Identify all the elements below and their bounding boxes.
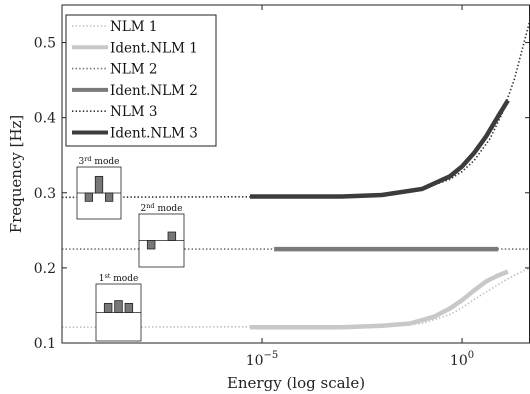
y-tick-label: 0.1 <box>34 336 56 352</box>
inset-mode-2: 2nd mode <box>138 202 185 268</box>
legend-box <box>65 14 217 147</box>
legend-entry: NLM 2 <box>72 62 157 78</box>
inset-bar <box>124 302 134 313</box>
legend-label: NLM 2 <box>110 62 157 78</box>
legend-entry: Ident.NLM 1 <box>72 40 198 56</box>
inset-title: 1st mode <box>99 272 139 284</box>
inset-title: 3rd mode <box>79 155 120 167</box>
inset-bar <box>114 300 123 313</box>
legend-label: Ident.NLM 2 <box>110 83 198 99</box>
y-axis-label: Frequency [Hz] <box>7 115 25 234</box>
inset-bar <box>104 192 114 202</box>
legend-label: Ident.NLM 1 <box>110 40 198 56</box>
x-tick-label: 100 <box>450 350 474 369</box>
inset-bar <box>94 175 104 194</box>
legend-entry: Ident.NLM 2 <box>72 83 198 99</box>
series-ident-nlm-1 <box>250 269 509 330</box>
legend-label: NLM 3 <box>110 104 157 120</box>
y-tick-label: 0.4 <box>34 111 56 127</box>
y-tick-label: 0.3 <box>34 186 56 202</box>
inset-bar <box>146 240 156 250</box>
inset-bar <box>103 302 113 313</box>
series-layer <box>62 19 530 330</box>
y-tick-label: 0.5 <box>34 36 56 52</box>
ticks-layer: 0.1 0.2 0.3 0.4 0.5 10−5 100 <box>34 5 530 369</box>
inset-bar <box>167 231 177 241</box>
inset-mode-1: 1st mode <box>95 272 142 342</box>
series-ident-nlm-3 <box>250 99 510 199</box>
legend-label: Ident.NLM 3 <box>110 126 198 142</box>
x-axis-label: Energy (log scale) <box>227 374 365 392</box>
x-tick-label: 10−5 <box>246 350 279 369</box>
legend-entry: NLM 3 <box>72 104 157 120</box>
inset-bar <box>84 192 94 202</box>
mode-insets: 3rd mode 2nd mode 1st mode <box>76 155 185 342</box>
legend-entry: NLM 1 <box>72 19 157 35</box>
legend-label: NLM 1 <box>110 19 157 35</box>
y-tick-label: 0.2 <box>34 261 56 277</box>
legend-entry: Ident.NLM 3 <box>72 126 198 142</box>
inset-title: 2nd mode <box>141 202 183 214</box>
series-nlm-1 <box>62 267 530 328</box>
inset-mode-3: 3rd mode <box>76 155 122 220</box>
legend: NLM 1 Ident.NLM 1 NLM 2 Ident.NLM 2 NLM 3 Ide… <box>65 14 217 147</box>
